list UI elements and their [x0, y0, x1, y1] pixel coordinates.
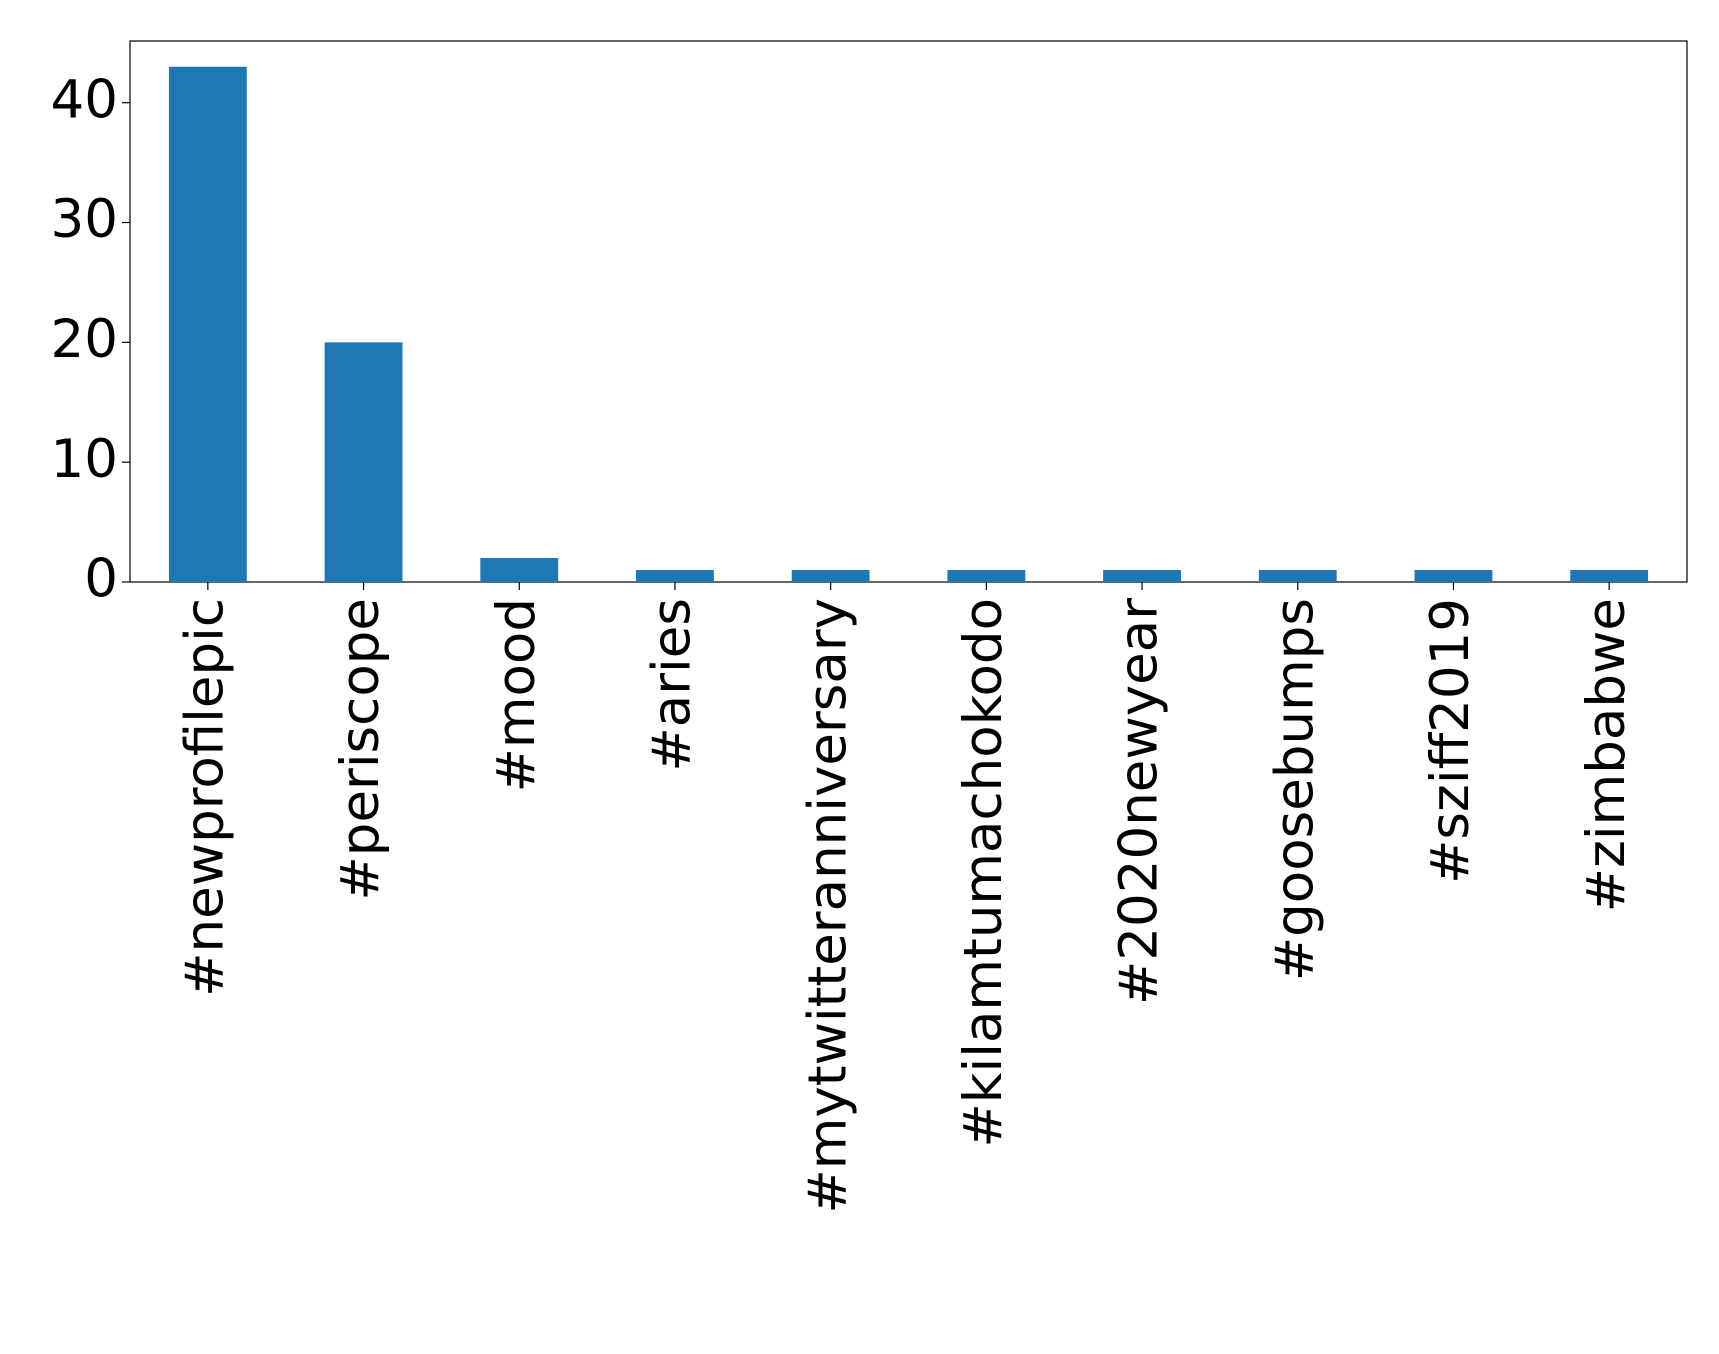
bar — [480, 558, 559, 582]
x-tick-label: #zimbabwe — [1576, 598, 1637, 912]
x-tick-label: #mood — [486, 598, 547, 793]
bar — [1570, 570, 1649, 582]
bar — [947, 570, 1026, 582]
x-tick-label: #mytwitteranniversary — [797, 598, 858, 1214]
y-tick-label: 30 — [51, 189, 118, 250]
bar — [636, 570, 714, 582]
y-tick-label: 10 — [51, 429, 118, 490]
x-tick-label: #kilamtumachokodo — [953, 598, 1014, 1148]
x-tick-label: #aries — [642, 598, 703, 772]
x-tick-label: #newprofilepic — [174, 598, 235, 997]
x-tick-label: #sziff2019 — [1420, 598, 1481, 884]
bar — [1258, 570, 1337, 582]
x-tick-label: #periscope — [330, 598, 391, 901]
y-tick-label: 20 — [51, 309, 118, 370]
y-tick-label: 40 — [51, 69, 118, 130]
bar — [791, 570, 870, 582]
bar — [324, 342, 403, 582]
bar — [1103, 570, 1181, 582]
bar — [1414, 570, 1493, 582]
x-tick-label: #2020newyear — [1109, 598, 1170, 1005]
x-tick-label: #goosebumps — [1264, 598, 1325, 981]
y-tick-label: 0 — [84, 549, 118, 610]
bar — [168, 66, 247, 582]
plot-frame — [129, 40, 1688, 583]
